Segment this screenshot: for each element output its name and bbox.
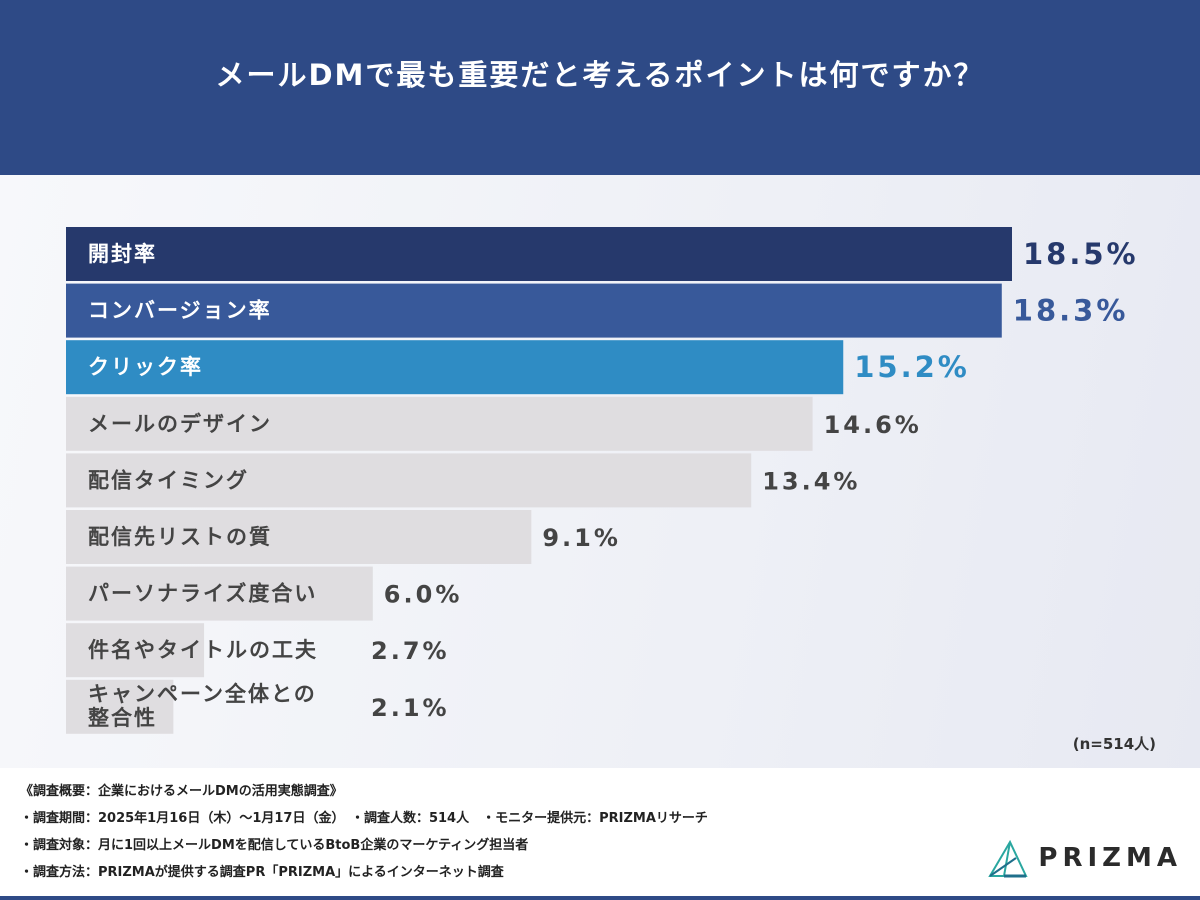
category-label-8: 件名やタイトルの工夫 bbox=[88, 638, 318, 662]
sample-size-note: (n=514人) bbox=[1072, 735, 1156, 753]
category-label-9: キャンペーン全体との整合性 bbox=[88, 682, 317, 730]
prizma-logo: PRIZMA bbox=[986, 838, 1182, 878]
header-band: メールDMで最も重要だと考えるポイントは何ですか？ bbox=[0, 0, 1200, 175]
category-label-6: 配信先リストの質 bbox=[88, 525, 272, 549]
value-label-6: 9.1% bbox=[542, 524, 621, 552]
footer-survey-method: ・調査方法：PRIZMAが提供する調査PR「PRIZMA」によるインターネット調… bbox=[20, 865, 504, 880]
category-label-3: クリック率 bbox=[88, 355, 203, 379]
value-label-7: 6.0% bbox=[384, 581, 463, 609]
value-label-2: 18.3% bbox=[1013, 294, 1129, 328]
footer-bottom-rule bbox=[0, 896, 1200, 900]
bar-8 bbox=[66, 623, 205, 678]
category-label-1: 開封率 bbox=[88, 242, 157, 266]
footer-survey-target: ・調査対象：月に1回以上メールDMを配信しているBtoB企業のマーケティング担当… bbox=[20, 838, 529, 853]
footer-survey-title: 《調査概要：企業におけるメールDMの活用実態調査》 bbox=[20, 784, 343, 799]
survey-footer: 《調査概要：企業におけるメールDMの活用実態調査》 ・調査期間：2025年1月1… bbox=[0, 768, 1200, 900]
category-label-7: パーソナライズ度合い bbox=[88, 582, 317, 606]
bar-6 bbox=[66, 510, 532, 564]
chart-area: 開封率 18.5% コンバージョン率 18.3% クリック率 15.2% メールのデザイン 1… bbox=[0, 175, 1200, 768]
logo-text: PRIZMA bbox=[1038, 843, 1182, 873]
value-label-1: 18.5% bbox=[1023, 237, 1139, 271]
footer-survey-period: ・調査期間：2025年1月16日（木）～1月17日（金） ・調査人数：514人 … bbox=[20, 811, 708, 826]
bar-4 bbox=[66, 396, 813, 451]
chart-title: メールDMで最も重要だと考えるポイントは何ですか？ bbox=[215, 57, 985, 92]
prism-icon bbox=[988, 839, 1028, 878]
value-label-5: 13.4% bbox=[762, 467, 860, 495]
value-label-8: 2.7% bbox=[371, 637, 450, 665]
category-label-5: 配信タイミング bbox=[88, 468, 249, 492]
bar-7 bbox=[66, 566, 373, 621]
bar-chart: 開封率 18.5% コンバージョン率 18.3% クリック率 15.2% メールのデザイン 1… bbox=[66, 227, 1139, 734]
bar-2 bbox=[66, 283, 1002, 338]
bar-3 bbox=[66, 340, 844, 395]
value-label-3: 15.2% bbox=[854, 350, 970, 384]
bar-9 bbox=[66, 679, 174, 734]
bar-1 bbox=[66, 227, 1012, 281]
value-label-4: 14.6% bbox=[824, 411, 922, 439]
value-label-9: 2.1% bbox=[371, 694, 450, 722]
bar-5 bbox=[66, 453, 752, 508]
category-label-2: コンバージョン率 bbox=[88, 299, 272, 323]
category-label-4: メールのデザイン bbox=[88, 412, 272, 436]
